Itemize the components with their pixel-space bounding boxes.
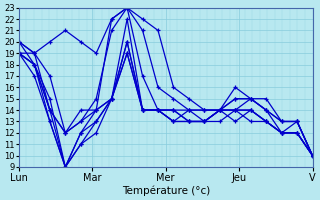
X-axis label: Température (°c): Température (°c) <box>122 185 210 196</box>
